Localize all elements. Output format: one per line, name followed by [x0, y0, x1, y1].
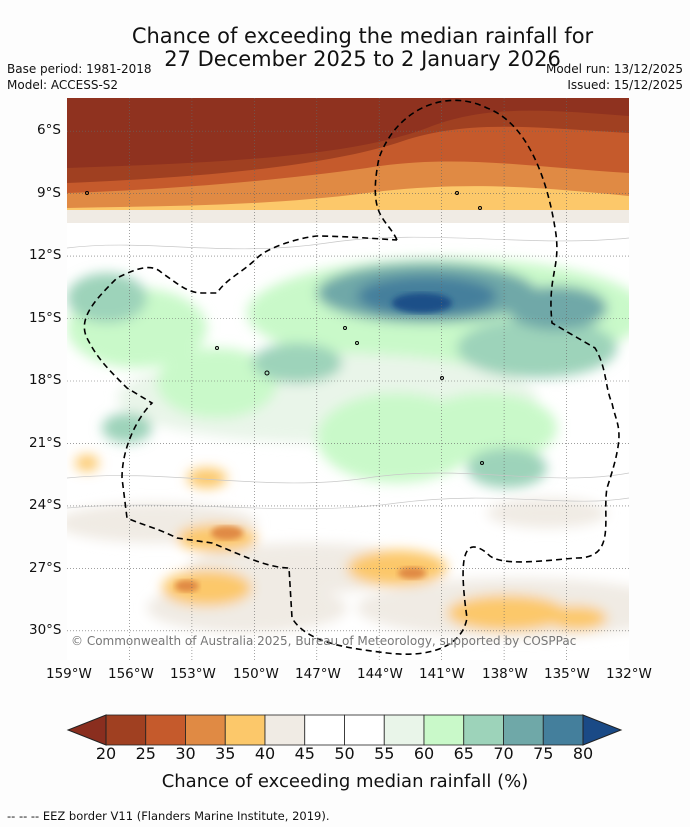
colorbar-segment	[105, 714, 147, 746]
lon-label-132w: 132°W	[606, 666, 652, 682]
colorbar-segment	[224, 714, 266, 746]
lat-label-18s: 18°S	[29, 372, 62, 388]
colorbar-tick-label: 50	[334, 744, 355, 763]
colorbar-segment	[344, 714, 385, 746]
colorbar-segment	[264, 714, 306, 746]
lon-label-147w: 147°W	[295, 666, 341, 682]
colorbar-segment	[383, 714, 425, 746]
lon-label-144w: 144°W	[357, 666, 403, 682]
lon-label-138w: 138°W	[482, 666, 528, 682]
lat-label-12s: 12°S	[29, 247, 62, 263]
colorbar-segments	[105, 714, 584, 746]
colorbar-tick-label: 20	[95, 744, 117, 763]
colorbar-tick-label: 80	[572, 744, 594, 763]
colorbar-tick-label: 45	[294, 744, 315, 763]
issued-date: Issued: 15/12/2025	[567, 78, 683, 92]
model-run: Model run: 13/12/2025	[545, 62, 683, 76]
colorbar-tick-label: 70	[493, 744, 514, 763]
rainfall-map: © Commonwealth of Australia 2025, Bureau…	[67, 98, 629, 660]
lat-label-6s: 6°S	[37, 122, 61, 138]
colorbar-segment	[423, 714, 465, 746]
map-field	[67, 98, 629, 660]
colorbar-tick-label: 40	[254, 744, 276, 763]
model-name: Model: ACCESS-S2	[7, 78, 119, 92]
lat-label-30s: 30°S	[29, 622, 62, 638]
colorbar-tick-label: 60	[413, 744, 435, 763]
colorbar-under-arrow	[66, 714, 107, 746]
colorbar-tick-label: 55	[374, 744, 395, 763]
map-title-line1: Chance of exceeding the median rainfall …	[131, 24, 594, 48]
lon-label-141w: 141°W	[419, 666, 465, 682]
colorbar-segment	[463, 714, 504, 746]
colorbar-tick-label: 35	[215, 744, 236, 763]
colorbar-segment	[145, 714, 186, 746]
lat-label-24s: 24°S	[29, 497, 62, 513]
map-title-line2: 27 December 2025 to 2 January 2026	[164, 47, 561, 71]
lon-label-135w: 135°W	[544, 666, 590, 682]
base-period: Base period: 1981-2018	[7, 62, 152, 76]
colorbar-tick-label: 30	[175, 744, 196, 763]
colorbar-segment	[304, 714, 345, 746]
colorbar-tick-label: 65	[453, 744, 474, 763]
lat-label-9s: 9°S	[37, 185, 61, 201]
lon-label-159w: 159°W	[46, 666, 92, 682]
eez-border	[83, 99, 620, 656]
colorbar-segment	[503, 714, 544, 746]
colorbar-tick-label: 75	[533, 744, 554, 763]
lon-label-150w: 150°W	[233, 666, 279, 682]
colorbar-over-arrow	[582, 714, 623, 746]
colorbar	[66, 714, 623, 746]
copyright-notice: © Commonwealth of Australia 2025, Bureau…	[71, 634, 576, 648]
lon-label-153w: 153°W	[170, 666, 216, 682]
eez-footnote: -- -- -- EEZ border V11 (Flanders Marine…	[7, 809, 330, 823]
lon-label-156w: 156°W	[108, 666, 154, 682]
colorbar-segment	[542, 714, 584, 746]
lat-label-15s: 15°S	[29, 310, 62, 326]
lat-label-21s: 21°S	[29, 435, 62, 451]
colorbar-tick-label: 25	[135, 744, 156, 763]
colorbar-label: Chance of exceeding median rainfall (%)	[161, 771, 529, 792]
colorbar-segment	[185, 714, 226, 746]
lat-label-27s: 27°S	[29, 560, 62, 576]
